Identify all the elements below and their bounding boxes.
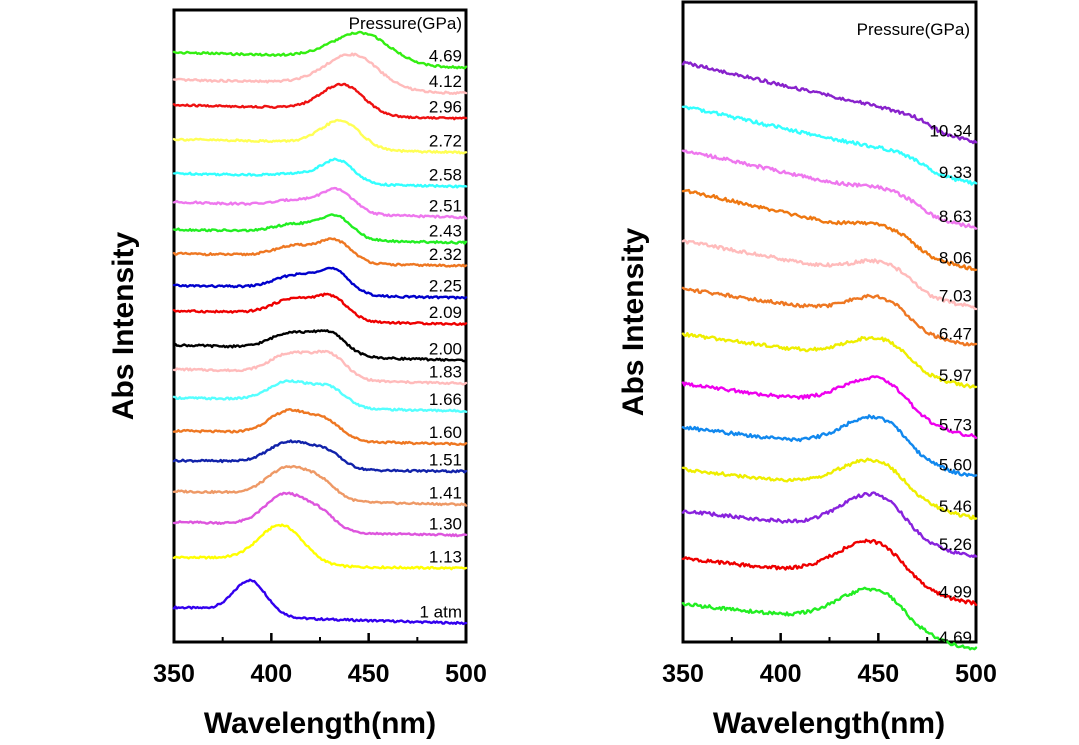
x-tick-label-350: 350 [662, 660, 704, 688]
series-line-5.26 [681, 491, 978, 558]
series-label-10.34: 10.34 [929, 121, 972, 140]
right-legend-title: Pressure(GPa) [857, 20, 970, 39]
series-line-1.13 [172, 523, 468, 571]
series-line-5.97 [681, 332, 978, 389]
series-label-4.12: 4.12 [429, 72, 462, 91]
series-label-9.33: 9.33 [939, 163, 972, 182]
series-line-5.73 [681, 375, 978, 440]
series-label-5.73: 5.73 [939, 415, 972, 434]
series-line-1-atm [172, 578, 468, 626]
series-line-1.66 [172, 379, 468, 413]
series-label-5.26: 5.26 [939, 535, 972, 554]
series-label-2.72: 2.72 [429, 132, 462, 151]
left-pressure-labels: 1 atm 1.13 1.30 1.41 1.51 1.60 1.66 1.83 2.00 2.0… [419, 47, 462, 622]
right-panel: 4.69 4.99 5.26 5.46 5.60 5.73 5.97 6.47 7.03 8.06… [617, 0, 997, 740]
series-label-5.97: 5.97 [939, 366, 972, 385]
series-label-1.51: 1.51 [429, 451, 462, 470]
series-label-2.09: 2.09 [429, 303, 462, 322]
left-plot-frame [172, 8, 468, 644]
series-line-5.46 [681, 457, 978, 521]
series-label-1-atm: 1 atm [419, 602, 462, 621]
series-label-7.03: 7.03 [939, 287, 972, 306]
series-line-8.06 [681, 188, 978, 272]
series-label-1.13: 1.13 [429, 547, 462, 566]
series-label-8.06: 8.06 [939, 249, 972, 268]
left-y-axis-title: Abs Intensity [107, 232, 140, 421]
x-tick-label-400: 400 [760, 660, 802, 688]
series-label-4.69: 4.69 [429, 47, 462, 66]
series-line-1.30 [172, 491, 468, 538]
series-line-2.32 [172, 237, 468, 268]
series-label-6.47: 6.47 [939, 325, 972, 344]
series-line-2.00 [172, 329, 468, 363]
series-label-1.83: 1.83 [429, 363, 462, 382]
series-label-8.63: 8.63 [939, 207, 972, 226]
series-line-1.83 [172, 349, 468, 386]
series-label-2.58: 2.58 [429, 166, 462, 185]
series-label-2.43: 2.43 [429, 222, 462, 241]
left-panel: 1 atm 1.13 1.30 1.41 1.51 1.60 1.66 1.83 2.00 2.0… [107, 8, 487, 740]
series-line-5.60 [681, 414, 978, 477]
series-line-8.63 [681, 149, 978, 230]
left-x-axis-title: Wavelength(nm) [204, 707, 436, 740]
series-line-2.43 [172, 213, 468, 245]
x-tick-label-400: 400 [250, 660, 292, 688]
series-label-1.60: 1.60 [429, 423, 462, 442]
left-curves [172, 30, 468, 626]
series-line-1.51 [172, 439, 468, 474]
series-line-2.72 [172, 118, 468, 155]
series-label-1.66: 1.66 [429, 390, 462, 409]
series-line-4.69 [681, 586, 978, 651]
series-line-1.60 [172, 408, 468, 446]
series-line-2.51 [172, 186, 468, 220]
series-label-5.46: 5.46 [939, 497, 972, 516]
x-tick-label-500: 500 [445, 660, 487, 688]
x-tick-label-500: 500 [955, 660, 997, 688]
series-line-7.03 [681, 239, 978, 311]
series-line-1.41 [172, 464, 468, 507]
series-line-10.34 [681, 60, 978, 145]
series-line-4.69 [172, 30, 468, 70]
series-line-6.47 [681, 286, 978, 347]
x-tick-label-450: 450 [348, 660, 390, 688]
right-y-axis-title: Abs Intensity [617, 228, 650, 417]
series-label-2.32: 2.32 [429, 245, 462, 264]
left-x-ticks: 350 400 450 500 [153, 633, 487, 688]
x-tick-label-350: 350 [153, 660, 195, 688]
right-x-axis-title: Wavelength(nm) [713, 707, 945, 740]
series-label-4.69: 4.69 [939, 628, 972, 647]
x-tick-label-450: 450 [857, 660, 899, 688]
series-label-1.41: 1.41 [429, 484, 462, 503]
right-pressure-labels: 4.69 4.99 5.26 5.46 5.60 5.73 5.97 6.47 7.03 8.06… [929, 121, 972, 647]
right-curves [681, 60, 978, 651]
series-label-2.96: 2.96 [429, 97, 462, 116]
series-label-2.25: 2.25 [429, 277, 462, 296]
series-label-1.30: 1.30 [429, 514, 462, 533]
series-label-4.99: 4.99 [939, 583, 972, 602]
series-line-4.99 [681, 538, 978, 606]
series-line-9.33 [681, 105, 978, 186]
series-label-5.60: 5.60 [939, 455, 972, 474]
series-line-2.25 [172, 266, 468, 300]
right-plot-frame [681, 0, 978, 644]
series-line-4.12 [172, 52, 468, 95]
left-legend-title: Pressure(GPa) [349, 14, 462, 33]
series-line-2.58 [172, 157, 468, 189]
series-label-2.51: 2.51 [429, 196, 462, 215]
right-x-ticks: 350 400 450 500 [662, 633, 997, 688]
series-line-2.09 [172, 292, 468, 326]
series-label-2.00: 2.00 [429, 339, 462, 358]
series-line-2.96 [172, 82, 468, 121]
